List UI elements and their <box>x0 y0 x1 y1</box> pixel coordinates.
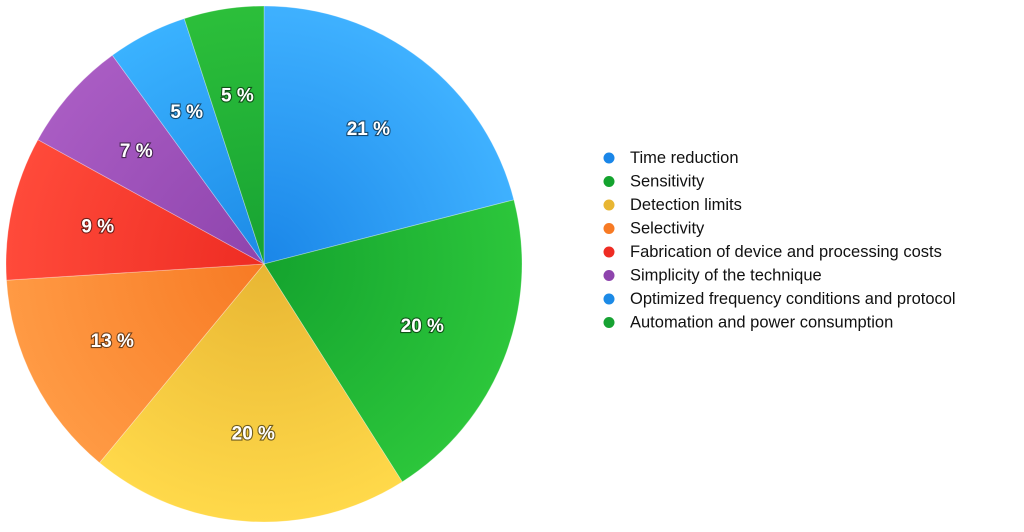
slice-value-label: 9 % <box>81 216 114 237</box>
slice-value-label: 21 % <box>347 119 390 140</box>
legend: Time reduction Sensitivity Detection limit… <box>603 149 956 332</box>
legend-item: Automation and power consumption <box>603 314 893 332</box>
legend-swatch <box>603 317 615 328</box>
legend-label: Simplicity of the technique <box>630 267 822 285</box>
legend-item: Fabrication of device and processing cos… <box>603 243 942 261</box>
slice-value-label: 13 % <box>91 331 134 352</box>
legend-item: Simplicity of the technique <box>603 267 822 285</box>
legend-item: Optimized frequency conditions and proto… <box>603 290 956 308</box>
legend-swatch <box>603 293 615 305</box>
pie-slice <box>183 5 265 265</box>
pie-slice <box>263 5 515 265</box>
legend-swatch <box>603 176 615 187</box>
pie-slice <box>5 139 266 281</box>
legend-swatch <box>603 152 615 164</box>
legend-label: Time reduction <box>630 149 739 167</box>
legend-label: Optimized frequency conditions and proto… <box>630 290 956 308</box>
pie-slice-labels: 21 % 20 % 20 % 13 % 9 % 7 % 5 % 5 % <box>80 84 445 445</box>
slice-value-label: 5 % <box>170 102 203 123</box>
legend-swatch <box>603 223 615 234</box>
legend-item: Detection limits <box>603 196 742 214</box>
legend-label: Automation and power consumption <box>630 314 893 332</box>
slice-value-label: 5 % <box>221 85 254 106</box>
pie-slice <box>98 263 403 523</box>
pie-slice <box>6 263 265 464</box>
legend-item: Sensitivity <box>603 173 705 191</box>
pie-slice <box>111 18 265 265</box>
legend-swatch <box>603 270 615 281</box>
legend-item: Time reduction <box>603 149 739 167</box>
legend-swatch <box>603 246 615 258</box>
pie-slice <box>37 54 265 265</box>
legend-label: Fabrication of device and processing cos… <box>630 243 942 261</box>
legend-label: Selectivity <box>630 220 705 238</box>
pie-slice <box>263 199 523 483</box>
legend-label: Detection limits <box>630 196 742 214</box>
legend-swatch <box>603 199 615 211</box>
slice-value-label: 7 % <box>120 141 153 162</box>
legend-item: Selectivity <box>603 220 705 238</box>
pie-slices <box>5 5 523 523</box>
slice-value-label: 20 % <box>401 316 444 337</box>
slice-value-label: 20 % <box>232 423 275 444</box>
legend-label: Sensitivity <box>630 173 705 191</box>
